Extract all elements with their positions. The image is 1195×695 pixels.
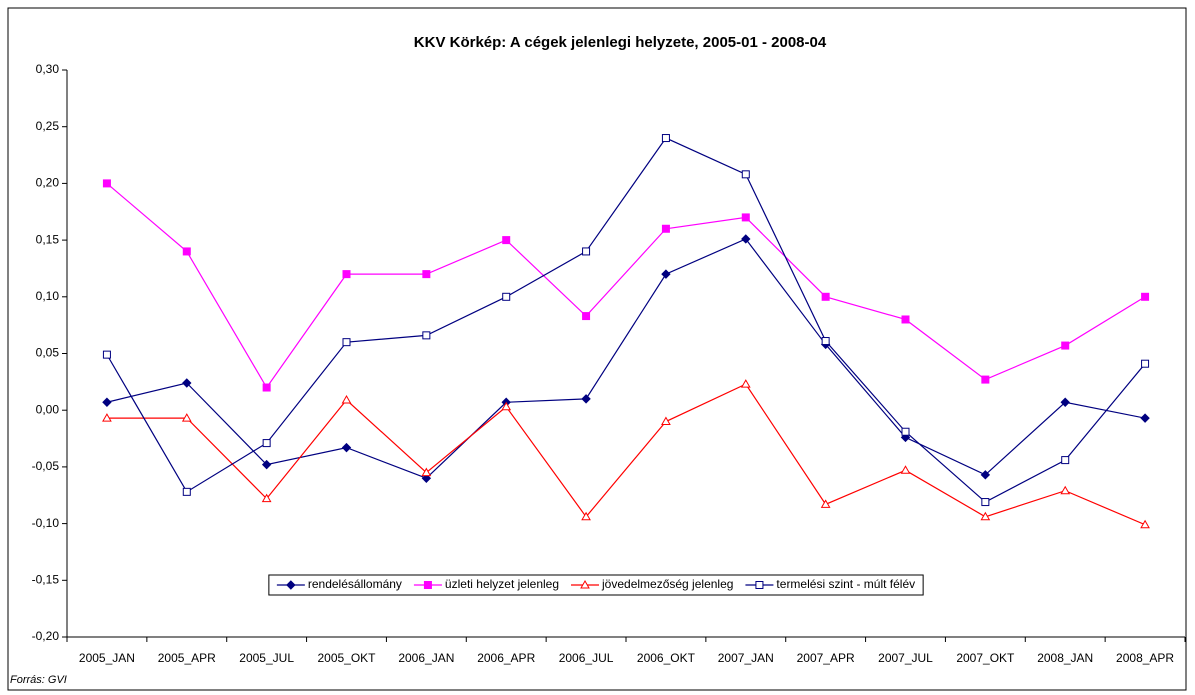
y-tick-label: 0,10 — [36, 289, 60, 303]
x-tick-label: 2005_JAN — [79, 651, 135, 665]
marker — [102, 397, 112, 407]
source-note: Forrás: GVI — [10, 674, 67, 686]
x-tick-label: 2005_APR — [158, 651, 216, 665]
marker — [900, 465, 911, 474]
y-tick-label: 0,20 — [36, 176, 60, 190]
x-tick-label: 2007_JUL — [878, 651, 933, 665]
marker — [741, 170, 750, 179]
marker — [1141, 359, 1150, 368]
series-line — [106, 383, 1146, 526]
legend-label: jövedelmezőség jelenleg — [601, 577, 733, 591]
marker — [755, 581, 764, 589]
marker — [102, 179, 111, 188]
legend-label: rendelésállomány — [308, 577, 402, 591]
x-tick-label: 2008_JAN — [1037, 651, 1093, 665]
marker — [421, 473, 432, 483]
marker — [423, 581, 432, 589]
y-tick-label: -0,05 — [32, 459, 60, 473]
series-line — [106, 137, 1146, 503]
x-tick-label: 2006_APR — [477, 651, 535, 665]
y-tick-label: -0,10 — [32, 516, 60, 530]
marker — [341, 394, 352, 404]
marker — [901, 427, 910, 436]
marker — [261, 459, 272, 470]
marker — [181, 413, 192, 422]
y-tick-label: 0,00 — [36, 402, 60, 416]
legend-label: termelési szint - múlt félév — [776, 577, 915, 591]
marker — [102, 350, 111, 359]
x-tick-label: 2005_OKT — [317, 651, 376, 665]
marker — [661, 269, 671, 279]
marker — [661, 134, 670, 143]
marker — [182, 378, 192, 388]
marker — [261, 493, 272, 503]
marker — [342, 338, 351, 347]
y-tick-label: 0,25 — [36, 119, 60, 133]
marker — [740, 379, 751, 388]
marker — [580, 579, 590, 589]
marker — [981, 498, 990, 507]
x-tick-label: 2006_JAN — [398, 651, 454, 665]
x-tick-label: 2007_APR — [797, 651, 855, 665]
marker — [286, 580, 296, 590]
marker — [582, 247, 591, 256]
marker — [820, 499, 831, 508]
y-tick-label: 0,15 — [36, 232, 60, 246]
x-tick-label: 2006_OKT — [637, 651, 696, 665]
x-tick-label: 2007_OKT — [956, 651, 1015, 665]
marker — [1141, 292, 1150, 301]
marker — [581, 394, 591, 404]
y-tick-label: 0,05 — [36, 346, 60, 360]
marker — [102, 413, 112, 422]
marker — [262, 439, 271, 448]
series-line — [106, 238, 1146, 479]
marker — [981, 375, 990, 384]
marker — [901, 315, 910, 324]
marker — [501, 401, 512, 411]
x-tick-label: 2005_JUL — [239, 651, 294, 665]
marker — [341, 442, 352, 453]
marker — [821, 337, 830, 346]
y-tick-label: -0,20 — [32, 629, 60, 643]
series-line — [106, 182, 1146, 389]
chart-title: KKV Körkép: A cégek jelenlegi helyzete, … — [414, 34, 827, 51]
marker — [1061, 456, 1070, 465]
marker — [422, 270, 431, 279]
marker — [1060, 397, 1070, 407]
marker — [182, 247, 191, 256]
marker — [262, 383, 271, 392]
legend: rendelésállomány üzleti helyzet jelenleg j… — [268, 574, 924, 596]
marker — [980, 511, 991, 521]
marker — [821, 292, 830, 301]
legend-label: üzleti helyzet jelenleg — [445, 577, 559, 591]
x-tick-label: 2007_JAN — [718, 651, 774, 665]
marker — [1140, 519, 1150, 529]
marker — [1140, 413, 1150, 423]
marker — [502, 292, 511, 301]
y-tick-label: -0,15 — [32, 572, 60, 586]
marker — [581, 511, 591, 521]
marker — [422, 331, 431, 340]
marker — [661, 416, 671, 426]
x-tick-label: 2006_JUL — [559, 651, 614, 665]
marker — [661, 224, 670, 233]
marker — [582, 312, 591, 321]
marker — [741, 234, 751, 244]
y-tick-label: 0,30 — [36, 62, 60, 76]
marker — [421, 467, 432, 477]
marker — [182, 487, 191, 496]
marker — [502, 236, 511, 245]
marker — [980, 470, 991, 480]
x-tick-label: 2008_APR — [1116, 651, 1174, 665]
marker — [741, 213, 750, 222]
marker — [342, 270, 351, 279]
marker — [1061, 341, 1070, 350]
marker — [1060, 485, 1071, 495]
